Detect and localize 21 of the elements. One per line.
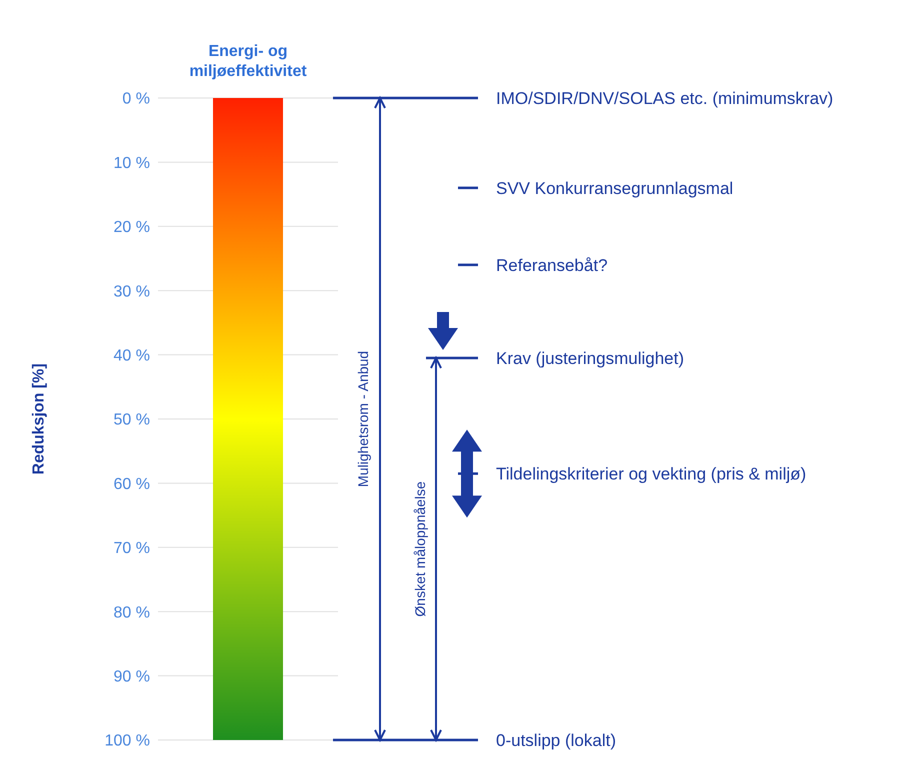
ref-line-label: IMO/SDIR/DNV/SOLAS etc. (minimumskrav) <box>496 89 834 108</box>
y-tick-label: 40 % <box>114 347 150 364</box>
x-tick-label: Energi- og miljøeffektivitet <box>189 43 308 80</box>
ref-line-label: Referansebåt? <box>496 256 608 275</box>
ref-line-label: SVV Konkurransegrunnlagsmal <box>496 178 734 198</box>
y-tick-label: 60 % <box>114 476 150 493</box>
y-axis-title: Reduksjon [%] <box>30 363 48 475</box>
y-tick-label: 0 % <box>122 90 150 108</box>
y-tick-label: 100 % <box>104 732 150 750</box>
text: Mulighetsrom - Anbud <box>355 350 371 488</box>
y-tick-label: 70 % <box>114 540 150 558</box>
text: Ønsket måloppnåelse <box>412 481 428 617</box>
ref-line-label: Tildelingskriterier og vekting (pris & miljø) <box>496 464 806 484</box>
y-tick-label: 20 % <box>114 219 150 236</box>
y-tick-label: 50 % <box>114 412 150 429</box>
ref-line-label: Krav (justeringsmulighet) <box>496 349 684 368</box>
y-tick-label: 90 % <box>114 668 150 686</box>
ref-line-label: 0-utslipp (lokalt) <box>496 731 616 750</box>
y-tick-label: 30 % <box>114 283 150 300</box>
y-tick-label: 80 % <box>114 604 150 622</box>
y-tick-label: 10 % <box>114 154 150 172</box>
